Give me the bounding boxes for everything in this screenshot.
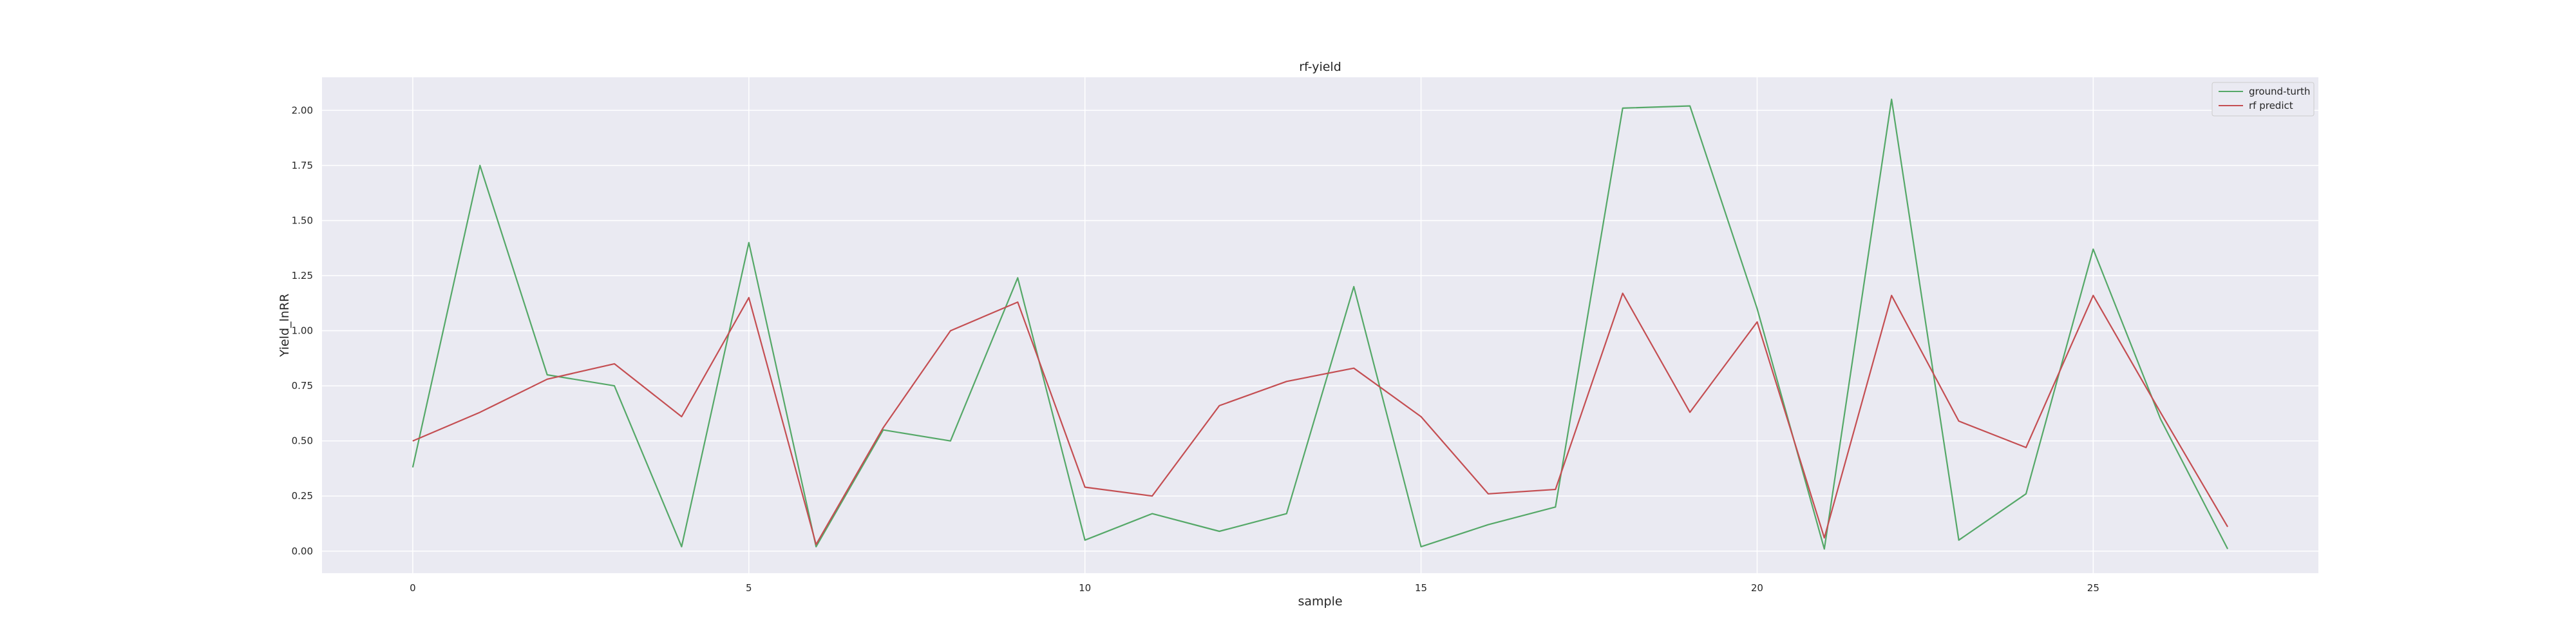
series-line-ground-turth: [412, 99, 2229, 550]
y-tick-label: 1.25: [292, 270, 313, 281]
plot-background: [322, 77, 2318, 573]
legend-label-ground-turth: ground-turth: [2249, 86, 2310, 97]
x-tick-label: 5: [746, 582, 752, 594]
series-line-rf-predict: [412, 292, 2229, 545]
legend: ground-turth rf predict: [2211, 82, 2315, 117]
x-tick-label: 20: [1751, 582, 1763, 594]
x-axis-label: sample: [1298, 594, 1342, 609]
y-tick-label: 0.75: [292, 380, 313, 392]
y-tick-label: 0.50: [292, 435, 313, 447]
x-tick-label: 10: [1079, 582, 1091, 594]
y-axis-label: Yield_lnRR: [278, 294, 292, 357]
chart-title: rf-yield: [1299, 60, 1341, 74]
y-tick-label: 0.00: [292, 545, 313, 557]
x-tick-labels: 0 5 10 15 20 25: [410, 582, 2099, 594]
legend-label-rf-predict: rf predict: [2249, 100, 2293, 111]
series-lines: [412, 99, 2229, 550]
y-tick-label: 1.00: [292, 325, 313, 337]
x-tick-label: 25: [2087, 582, 2099, 594]
x-tick-label: 15: [1415, 582, 1427, 594]
y-tick-labels: 0.00 0.25 0.50 0.75 1.00 1.25 1.50 1.75 2.00: [292, 104, 313, 556]
y-tick-label: 1.75: [292, 160, 313, 171]
y-tick-label: 1.50: [292, 214, 313, 226]
y-tick-label: 2.00: [292, 104, 313, 116]
grid: [322, 77, 2318, 573]
y-tick-label: 0.25: [292, 490, 313, 502]
x-tick-label: 0: [410, 582, 416, 594]
